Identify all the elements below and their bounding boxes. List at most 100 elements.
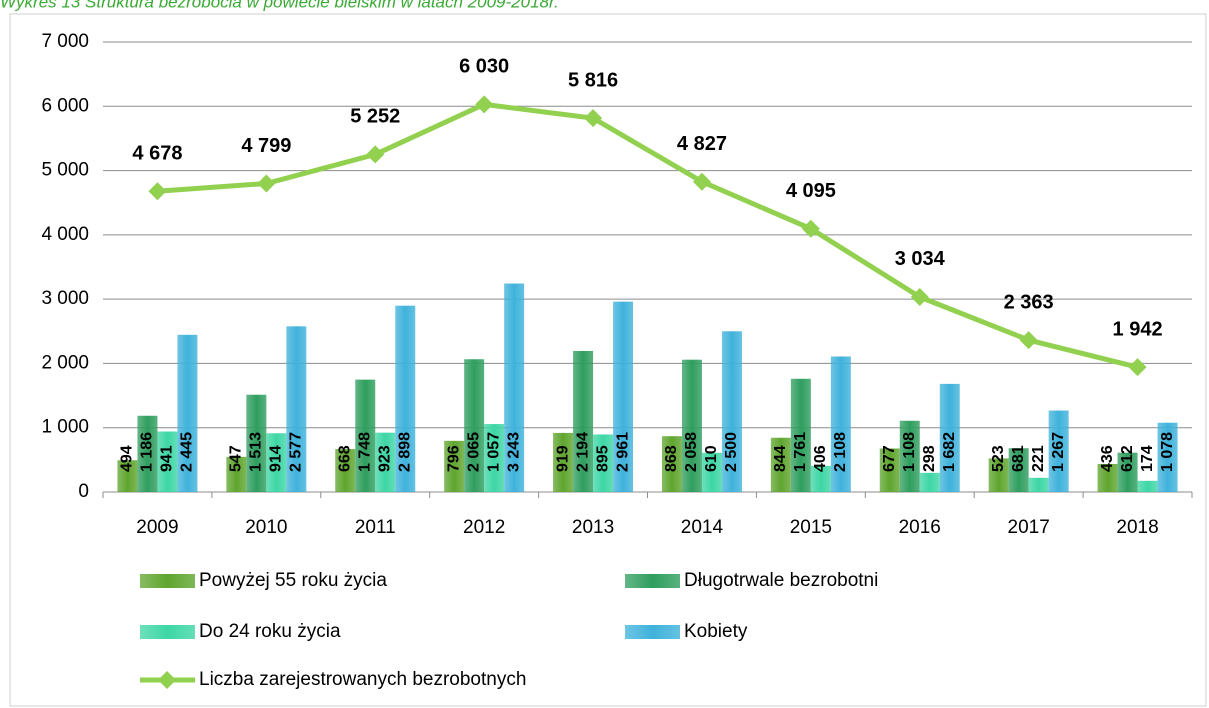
- bar-value-label: 1 513: [248, 432, 265, 472]
- bar-value-label: 923: [376, 445, 393, 472]
- line-value-label: 5 252: [350, 106, 400, 128]
- bar-value-label: 1 078: [1159, 432, 1176, 472]
- line-marker: [910, 287, 929, 306]
- bar: [899, 420, 920, 492]
- x-tick-label: 2010: [245, 517, 287, 538]
- bar: [464, 359, 485, 492]
- bar: [504, 283, 525, 492]
- bar: [830, 356, 851, 492]
- bar: [701, 452, 722, 492]
- x-tick-label: 2013: [572, 517, 614, 538]
- bar-value-label: 941: [159, 445, 176, 472]
- y-tick-label: 3 000: [41, 288, 89, 309]
- line-marker: [1019, 331, 1038, 350]
- bar-value-label: 1 682: [941, 432, 958, 472]
- bar: [1137, 480, 1158, 492]
- bar-value-label: 681: [1010, 445, 1027, 472]
- bar-value-label: 2 898: [396, 432, 413, 472]
- bar-value-label: 494: [119, 445, 136, 472]
- bar-value-label: 174: [1139, 445, 1156, 472]
- bar-value-label: 2 108: [832, 432, 849, 472]
- bar-value-label: 3 243: [505, 432, 522, 472]
- line-value-label: 1 942: [1113, 318, 1163, 340]
- x-tick-label: 2016: [899, 517, 941, 538]
- x-tick-label: 2017: [1008, 517, 1050, 538]
- bar: [721, 331, 742, 492]
- bar: [335, 449, 356, 492]
- bar-value-label: 1 186: [139, 432, 156, 472]
- line-marker: [148, 182, 167, 201]
- bar-value-label: 868: [663, 445, 680, 472]
- bar-value-label: 919: [554, 445, 571, 472]
- x-tick-label: 2018: [1116, 517, 1158, 538]
- line-marker: [257, 174, 276, 193]
- line-value-label: 4 827: [677, 133, 727, 155]
- x-tick-label: 2015: [790, 517, 832, 538]
- bar-value-label: 1 108: [901, 432, 918, 472]
- bar-value-label: 668: [336, 445, 353, 472]
- legend-swatch: [140, 625, 195, 639]
- bar: [988, 458, 1009, 492]
- bar-value-label: 895: [594, 445, 611, 472]
- legend-label: Powyżej 55 roku życia: [199, 570, 387, 591]
- bar: [157, 431, 178, 492]
- y-tick-label: 1 000: [41, 417, 89, 438]
- x-tick-label: 2012: [463, 517, 505, 538]
- legend-label: Długotrwale bezrobotni: [684, 570, 878, 591]
- bar-value-label: 844: [772, 445, 789, 472]
- bar-value-label: 914: [268, 445, 285, 472]
- legend-swatch: [140, 574, 195, 588]
- bar: [939, 383, 960, 492]
- bar: [879, 448, 900, 492]
- bar: [1048, 410, 1069, 492]
- bar: [661, 436, 682, 492]
- bar-value-label: 1 761: [792, 432, 809, 472]
- bar-value-label: 2 194: [574, 432, 591, 472]
- line-value-label: 4 799: [241, 135, 291, 157]
- line-value-label: 3 034: [895, 248, 946, 270]
- bar: [246, 394, 267, 492]
- bar-value-label: 406: [812, 445, 829, 472]
- line-value-label: 6 030: [459, 56, 509, 78]
- legend-swatch: [625, 574, 680, 588]
- bar-value-label: 2 577: [288, 432, 305, 472]
- line-value-label: 4 678: [132, 143, 182, 165]
- y-tick-label: 0: [78, 481, 89, 502]
- bar: [286, 326, 307, 492]
- bar: [355, 379, 376, 492]
- bar-value-label: 2 065: [465, 432, 482, 472]
- bar: [117, 460, 138, 492]
- legend-swatch: [158, 671, 176, 689]
- line-value-label: 4 095: [786, 180, 836, 202]
- bar: [770, 437, 791, 492]
- bar: [1008, 448, 1029, 492]
- line-value-label: 5 816: [568, 69, 618, 91]
- legend-swatch: [625, 625, 680, 639]
- line: [157, 101, 1139, 370]
- line-value-label: 2 363: [1004, 291, 1054, 313]
- line-marker: [366, 145, 385, 164]
- bar: [444, 440, 465, 492]
- legend-label: Kobiety: [684, 621, 748, 642]
- bar-value-label: 2 500: [723, 432, 740, 472]
- line-marker: [584, 109, 603, 128]
- bar: [593, 434, 614, 492]
- bar: [177, 334, 198, 492]
- bar: [137, 415, 158, 492]
- bar-value-label: 523: [990, 445, 1007, 472]
- bar: [810, 465, 831, 492]
- bar-value-label: 612: [1119, 445, 1136, 472]
- bar-value-label: 436: [1099, 445, 1116, 472]
- bar: [613, 301, 634, 492]
- y-tick-label: 5 000: [41, 160, 89, 181]
- bar: [1117, 452, 1138, 492]
- bar: [553, 432, 574, 492]
- line-marker: [801, 219, 820, 238]
- bar: [919, 472, 940, 492]
- bar-value-label: 2 058: [683, 432, 700, 472]
- bar-value-label: 2 961: [614, 432, 631, 472]
- bar-value-label: 1 267: [1050, 432, 1067, 472]
- bar: [790, 378, 811, 492]
- line-marker: [692, 172, 711, 191]
